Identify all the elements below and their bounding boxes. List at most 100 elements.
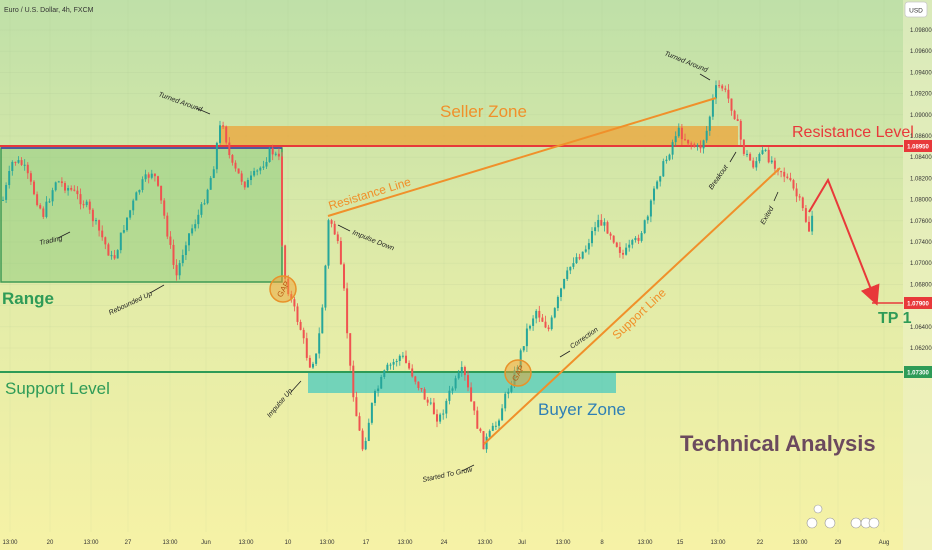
candle-body [618, 246, 621, 253]
candle-body [355, 397, 358, 417]
support-level-label: Support Level [5, 379, 110, 398]
candle-body [429, 402, 432, 404]
candle-body [389, 364, 392, 366]
candle-body [312, 363, 314, 368]
y-tick-label: 1.09400 [910, 70, 932, 76]
candle-body [439, 414, 442, 422]
candle-body [414, 376, 417, 382]
candle-body [110, 255, 113, 257]
candle-body [48, 201, 51, 203]
candle-body [457, 373, 460, 379]
candle-body [401, 355, 404, 357]
candle-body [451, 388, 454, 391]
candle-body [798, 196, 801, 198]
candle-body [600, 219, 603, 226]
flag-icon-eu-2[interactable] [850, 517, 862, 529]
event-icons[interactable] [806, 504, 880, 529]
symbol-title: Euro / U.S. Dollar, 4h, FXCM [4, 7, 94, 14]
candle-body [380, 376, 383, 389]
currency-button[interactable]: USD [904, 1, 928, 18]
candle-body [42, 208, 45, 217]
projection-path [808, 177, 880, 306]
flag-icon-us[interactable] [824, 517, 836, 529]
candle-body [395, 361, 398, 363]
candle-body [718, 85, 721, 87]
currency-button-label[interactable]: USD [909, 8, 923, 15]
candle-body [8, 170, 11, 186]
candle-body [587, 243, 590, 250]
candle-body [405, 355, 407, 363]
calendar-icon[interactable] [868, 517, 880, 529]
y-tick-label: 1.09000 [910, 113, 932, 119]
x-tick-label: 13:00 [477, 540, 493, 546]
candle-body [792, 180, 795, 189]
candle-body [175, 264, 178, 276]
candle-body [764, 149, 767, 151]
candle-body [374, 390, 376, 403]
x-tick-label: 20 [47, 540, 54, 546]
candle-body [730, 98, 733, 111]
candle-body [95, 220, 97, 222]
candle-body [51, 190, 54, 202]
y-tick-label: 1.08200 [910, 176, 932, 182]
candle-body [538, 310, 541, 318]
ann-correction-arrow [559, 350, 571, 358]
candle-body [501, 408, 504, 421]
candle-body [795, 188, 798, 197]
flag-icon-eu[interactable] [806, 517, 818, 529]
candle-body [631, 240, 634, 245]
candle-body [144, 174, 147, 180]
candle-body [556, 297, 559, 309]
candle-body [758, 154, 761, 162]
resistance-level-label: Resistance Level [792, 124, 914, 141]
candle-body [67, 188, 70, 191]
candle-body [203, 203, 206, 205]
buyer-zone [308, 373, 616, 393]
candle-body [581, 251, 584, 259]
candle-body [222, 125, 225, 127]
candle-body [674, 136, 677, 143]
candle-body [479, 428, 482, 432]
candle-body [166, 215, 169, 237]
candle-body [749, 153, 752, 161]
y-tick-label: 1.07400 [910, 240, 932, 246]
candle-body [649, 200, 652, 217]
candle-body [612, 235, 615, 243]
candle-body [333, 223, 336, 235]
candle-body [668, 154, 671, 160]
ann-impulse-up-arrow [290, 380, 302, 393]
y-tick-label: 1.09200 [910, 92, 932, 98]
candlesticks [2, 80, 814, 453]
candle-body [708, 116, 711, 131]
candle-body [541, 317, 544, 322]
candle-body [54, 182, 57, 191]
y-tick-label: 1.07600 [910, 219, 932, 225]
candle-body [591, 231, 593, 244]
candle-body [73, 189, 76, 191]
candle-body [39, 205, 42, 209]
candle-body [219, 125, 221, 143]
candle-body [64, 183, 66, 191]
candle-body [23, 164, 26, 166]
lightning-icon[interactable] [813, 504, 823, 514]
candle-body [454, 378, 457, 389]
x-tick-label: 15 [677, 540, 684, 546]
candle-body [45, 201, 48, 217]
candle-body [504, 393, 507, 409]
candle-body [228, 142, 231, 156]
time-axis[interactable]: 13:00 20 13:00 27 13:00 Jun 13:00 10 13:00 17 13:0… [2, 540, 889, 546]
candle-body [5, 185, 8, 200]
candle-body [104, 237, 107, 245]
candle-body [770, 160, 773, 163]
candle-body [122, 230, 125, 233]
candle-body [603, 222, 606, 226]
candle-body [281, 156, 283, 246]
candle-body [467, 375, 469, 388]
candle-body [550, 317, 553, 330]
currency-button-box[interactable] [904, 1, 928, 18]
resistance-trend-line [327, 97, 717, 217]
candle-body [761, 150, 764, 155]
candle-body [246, 180, 249, 188]
price-label-box [904, 297, 932, 309]
